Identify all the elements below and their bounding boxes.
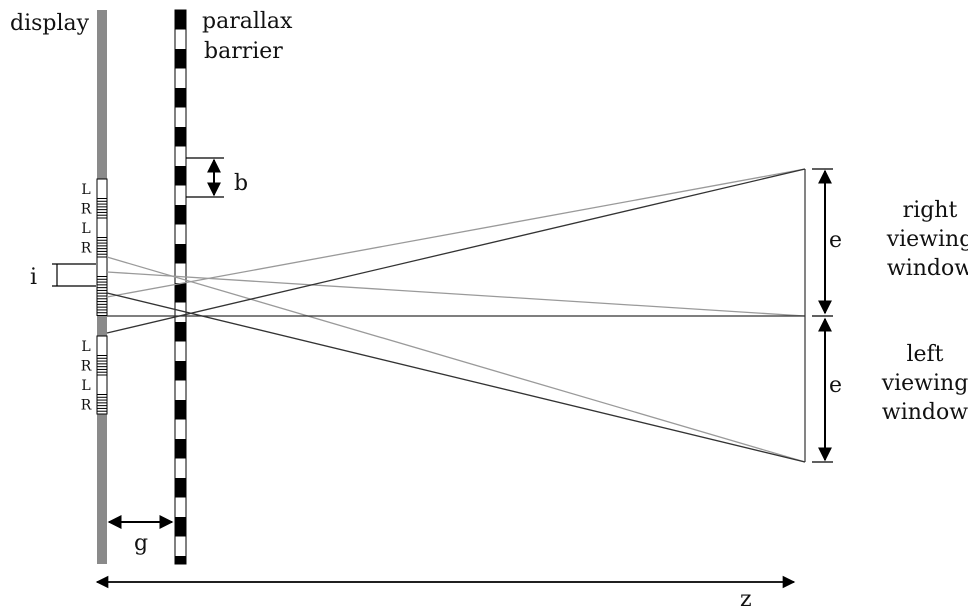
i-label: i (30, 265, 37, 290)
pixel-letter: R (81, 359, 92, 375)
pixel-l (96, 335, 108, 356)
barrier-opaque-segment (175, 49, 186, 69)
pixel-letter: L (81, 182, 90, 198)
b-dimension (186, 157, 224, 198)
pixel-letter: L (81, 378, 90, 394)
light-ray (106, 168, 806, 298)
barrier-opaque-segment (175, 166, 186, 186)
pixel-l (96, 217, 108, 238)
barrier-opaque-segment (175, 205, 186, 225)
dark-ray (106, 168, 806, 334)
e-dimensions (812, 168, 833, 463)
display-label: display (10, 11, 90, 36)
pixel-letter: L (81, 339, 90, 355)
pixel-letter: R (81, 202, 92, 218)
pixel-cell (96, 295, 108, 316)
dark-ray (106, 292, 806, 463)
parallax-barrier (174, 9, 187, 565)
barrier-opaque-segment (175, 10, 186, 30)
barrier-opaque-segment (175, 400, 186, 420)
pixel-r (96, 394, 108, 415)
barrier-opaque-segment (175, 283, 186, 303)
pixel-column (96, 178, 108, 415)
b-label: b (234, 171, 248, 196)
barrier-opaque-segment (175, 322, 186, 342)
parallax-label: parallax (202, 9, 293, 34)
light-rays (106, 168, 806, 463)
left-window-label-3: window (882, 400, 968, 425)
pixel-l (96, 374, 108, 395)
pixel-letter: L (81, 221, 90, 237)
i-dimension (52, 263, 96, 287)
pixel-cell (96, 256, 108, 277)
right-window-label-1: right (903, 198, 958, 223)
barrier-opaque-segment (175, 556, 186, 564)
barrier-opaque-segment (175, 361, 186, 381)
barrier-opaque-segment (175, 517, 186, 537)
g-label: g (134, 531, 148, 556)
pixel-letter: R (81, 241, 92, 257)
barrier-opaque-segment (175, 478, 186, 498)
e-bottom-label: e (829, 373, 842, 398)
left-window-label-1: left (906, 342, 943, 367)
barrier-opaque-segment (175, 244, 186, 264)
barrier-opaque-segment (175, 88, 186, 108)
right-window-label-2: viewing (886, 227, 968, 252)
z-label: z (740, 587, 752, 610)
left-window-label-2: viewing (881, 371, 968, 396)
pixel-letter: R (81, 398, 92, 414)
barrier-label: barrier (204, 39, 283, 64)
pixel-l (96, 178, 108, 199)
light-ray (106, 256, 806, 463)
right-window-label-3: window (887, 256, 968, 281)
light-ray (106, 271, 806, 317)
barrier-opaque-segment (175, 127, 186, 147)
barrier-opaque-segment (175, 439, 186, 459)
e-top-label: e (829, 228, 842, 253)
